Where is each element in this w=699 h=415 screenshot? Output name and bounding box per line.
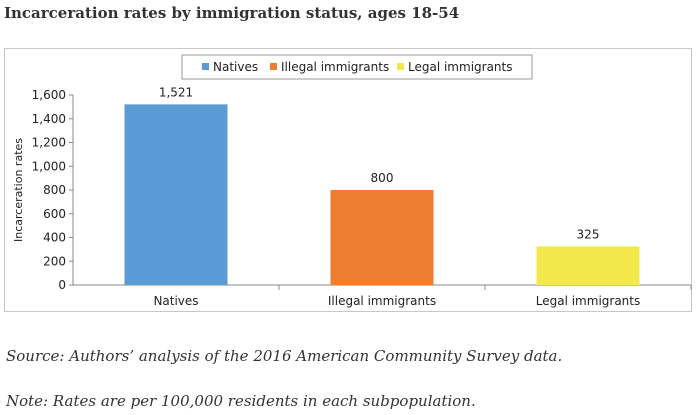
y-tick-label: 800 bbox=[43, 183, 66, 197]
y-tick-label: 1,200 bbox=[32, 136, 66, 150]
chart-title: Incarceration rates by immigration statu… bbox=[4, 4, 460, 22]
legend-swatch-2 bbox=[397, 63, 404, 70]
legend-label-0: Natives bbox=[213, 60, 258, 74]
legend-label-1: Illegal immigrants bbox=[281, 60, 389, 74]
rate-note: Note: Rates are per 100,000 residents in… bbox=[6, 392, 476, 410]
data-label-2: 325 bbox=[577, 227, 600, 241]
y-tick-label: 1,400 bbox=[32, 112, 66, 126]
bar-0 bbox=[124, 104, 228, 285]
y-tick-label: 1,600 bbox=[32, 88, 66, 102]
data-label-0: 1,521 bbox=[159, 85, 193, 99]
y-tick-label: 200 bbox=[43, 254, 66, 268]
bar-chart: Natives Illegal immigrants Legal immigrant… bbox=[12, 54, 692, 308]
y-tick-label: 400 bbox=[43, 231, 66, 245]
x-tick-label-0: Natives bbox=[153, 294, 198, 308]
legend-swatch-0 bbox=[202, 63, 209, 70]
chart-frame: Natives Illegal immigrants Legal immigrant… bbox=[4, 48, 692, 312]
legend-label-2: Legal immigrants bbox=[408, 60, 513, 74]
x-tick-label-2: Legal immigrants bbox=[536, 294, 641, 308]
y-axis-label: Incarceration rates bbox=[12, 138, 25, 242]
data-label-1: 800 bbox=[371, 171, 394, 185]
y-tick-label: 0 bbox=[58, 278, 66, 292]
legend-swatch-1 bbox=[270, 63, 277, 70]
y-tick-label: 1,000 bbox=[32, 159, 66, 173]
legend-box bbox=[181, 54, 533, 80]
bar-1 bbox=[330, 190, 434, 285]
bar-2 bbox=[536, 246, 640, 285]
y-tick-label: 600 bbox=[43, 207, 66, 221]
source-note: Source: Authors’ analysis of the 2016 Am… bbox=[6, 347, 563, 365]
x-tick-label-1: Illegal immigrants bbox=[328, 294, 436, 308]
